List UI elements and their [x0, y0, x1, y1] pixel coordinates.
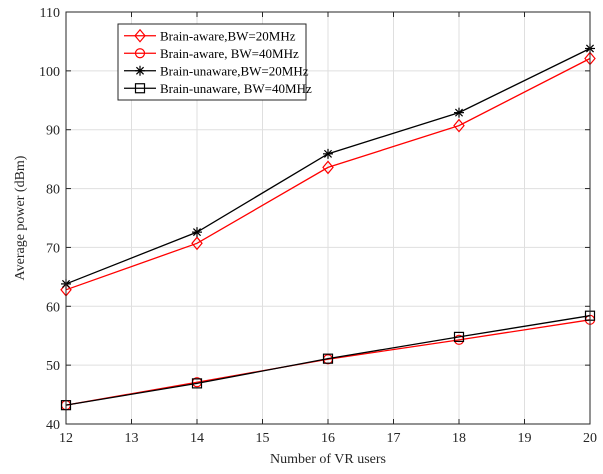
- asterisk-stroke: [454, 108, 464, 117]
- x-tick-label: 16: [321, 431, 335, 446]
- legend-item: Brain-unaware,BW=20MHz: [124, 63, 309, 78]
- x-tick-label: 19: [518, 431, 532, 446]
- x-axis-title: Number of VR users: [270, 452, 386, 467]
- x-tick-label: 14: [190, 431, 204, 446]
- legend: Brain-aware,BW=20MHz Brain-aware, BW=40MH…: [117, 23, 312, 101]
- y-tick-label: 60: [46, 300, 60, 315]
- legend-marker-diamond: [134, 28, 146, 43]
- data-point-diamond: [453, 118, 465, 133]
- tick-layer: 12 13 14 15 16 17 18 19 20 40 50 60 70 80 90 100 110: [39, 6, 597, 446]
- y-tick-label: 90: [46, 124, 60, 139]
- asterisk-stroke: [192, 228, 202, 237]
- legend-marker-circle: [134, 48, 146, 59]
- asterisk-stroke: [135, 66, 145, 75]
- data-point-asterisk: [323, 148, 333, 159]
- series-3: [61, 43, 595, 289]
- y-tick-label: 100: [39, 65, 60, 80]
- y-tick-label: 40: [46, 418, 60, 433]
- series-4: [60, 310, 596, 411]
- data-point-diamond: [191, 236, 203, 251]
- x-tick-label: 17: [387, 431, 401, 446]
- data-point-square: [191, 378, 203, 389]
- legend-item: Brain-unaware, BW=40MHz: [124, 81, 312, 96]
- data-point-square: [322, 353, 334, 364]
- legend-item: Brain-aware, BW=40MHz: [124, 46, 299, 61]
- x-tick-label: 13: [125, 431, 139, 446]
- series-line: [65, 315, 591, 406]
- series-line: [65, 57, 591, 291]
- y-axis-title: Average power (dBm): [13, 155, 28, 280]
- y-tick-label: 110: [40, 6, 60, 21]
- y-tick-label: 70: [46, 241, 60, 256]
- data-point-asterisk: [192, 227, 202, 238]
- x-tick-label: 18: [452, 431, 466, 446]
- data-point-asterisk: [454, 107, 464, 118]
- legend-label: Brain-unaware,BW=20MHz: [160, 63, 309, 78]
- y-tick-label: 80: [46, 183, 60, 198]
- data-point-diamond: [322, 160, 334, 175]
- legend-item: Brain-aware,BW=20MHz: [124, 28, 296, 43]
- legend-label: Brain-aware,BW=20MHz: [160, 28, 296, 43]
- y-tick-label: 50: [46, 359, 60, 374]
- legend-box: [117, 23, 307, 101]
- legend-marker-square: [134, 83, 146, 94]
- data-point-square: [453, 331, 465, 342]
- legend-label: Brain-unaware, BW=40MHz: [160, 81, 312, 96]
- x-tick-label: 20: [583, 431, 597, 446]
- legend-marker-asterisk: [135, 65, 145, 76]
- x-tick-label: 15: [256, 431, 270, 446]
- legend-label: Brain-aware, BW=40MHz: [160, 46, 299, 61]
- series-layer: [60, 43, 596, 411]
- x-tick-label: 12: [59, 431, 73, 446]
- asterisk-stroke: [323, 149, 333, 158]
